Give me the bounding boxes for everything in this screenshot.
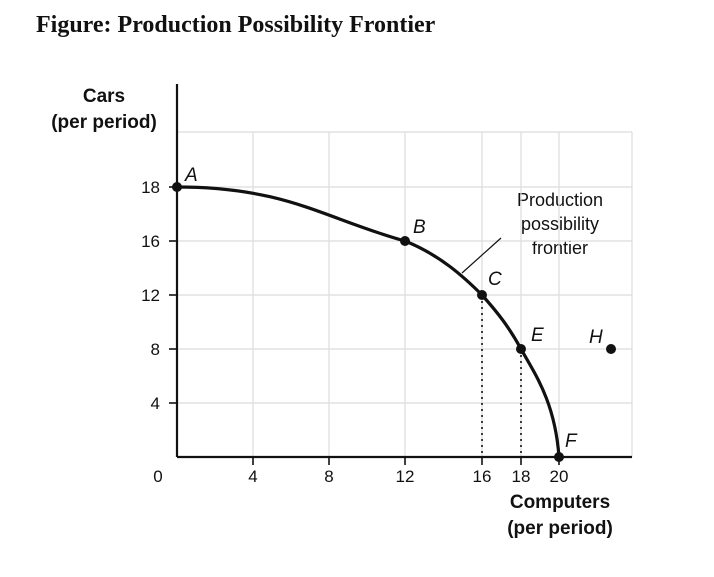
y-axis-label: Cars (per period) [30, 84, 178, 136]
axes [169, 84, 632, 465]
point-f [554, 452, 564, 462]
point-c [477, 290, 487, 300]
ppf-callout-line3: frontier [531, 238, 589, 258]
x-tick-label: 8 [324, 467, 333, 486]
point-h [606, 344, 616, 354]
x-tick-label: 20 [550, 467, 569, 486]
point-a [172, 182, 182, 192]
y-axis-label-line1: Cars [82, 86, 126, 107]
y-tick-label: 18 [141, 178, 160, 197]
y-axis-label-line2: (per period) [51, 112, 157, 133]
point-label-f: F [565, 431, 578, 452]
ppf-callout-line1: Production [516, 190, 604, 210]
points: A B C E F H [172, 165, 616, 462]
ppf-callout-line2: possibility [520, 214, 600, 234]
tick-labels: 0 4 8 12 16 18 20 4 8 12 16 18 [141, 178, 568, 486]
x-tick-label: 16 [473, 467, 492, 486]
x-tick-label: 4 [248, 467, 257, 486]
point-label-e: E [531, 325, 544, 346]
point-label-c: C [488, 269, 502, 290]
figure-title: Figure: Production Possibility Frontier [36, 12, 436, 38]
point-e [516, 344, 526, 354]
x-tick-label: 0 [153, 467, 162, 486]
ppf-callout-label: Production possibility frontier [480, 188, 640, 260]
x-tick-label: 12 [396, 467, 415, 486]
point-b [400, 236, 410, 246]
ppf-callout-leader [461, 237, 502, 274]
x-tick-label: 18 [512, 467, 531, 486]
y-tick-label: 16 [141, 232, 160, 251]
dotted-guides [481, 295, 522, 457]
grid [177, 131, 633, 457]
y-tick-label: 12 [141, 286, 160, 305]
x-axis-label-line1: Computers [509, 492, 611, 513]
x-axis-label-line2: (per period) [507, 518, 613, 539]
y-tick-label: 4 [151, 394, 160, 413]
y-tick-label: 8 [151, 340, 160, 359]
x-axis-label: Computers (per period) [480, 490, 640, 542]
ppf-curve [176, 185, 561, 458]
point-label-h: H [589, 327, 603, 348]
point-label-b: B [413, 217, 426, 238]
point-label-a: A [184, 165, 198, 186]
